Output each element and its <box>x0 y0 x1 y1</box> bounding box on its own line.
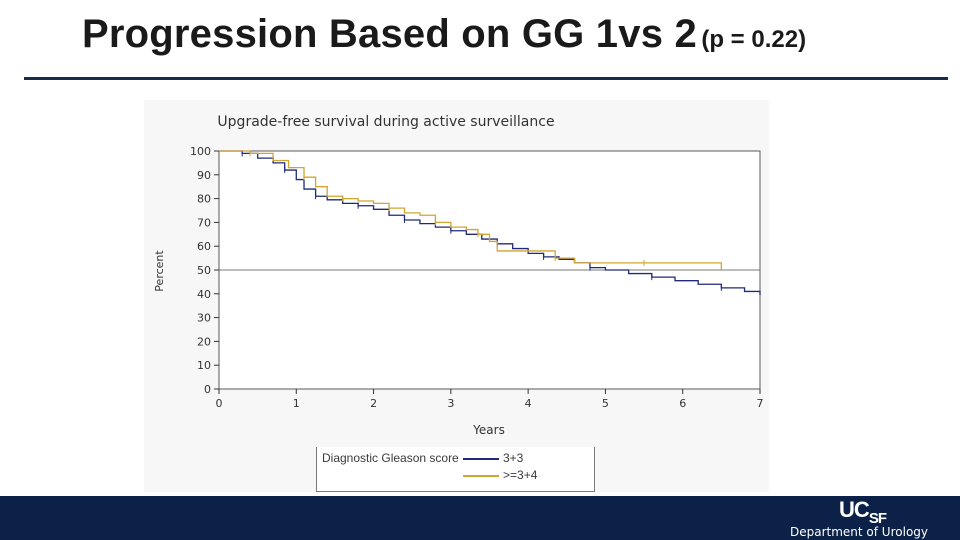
y-tick-label: 90 <box>197 169 211 182</box>
chart-title: Upgrade-free survival during active surv… <box>217 114 554 130</box>
series-line-3-4 <box>219 150 723 270</box>
chart-legend: Diagnostic Gleason score 3+3 >=3+4 <box>316 447 595 492</box>
x-tick-label: 3 <box>447 397 454 410</box>
footer-bar: UCSF Department of Urology <box>0 496 960 540</box>
legend-title: Diagnostic Gleason score <box>322 451 459 465</box>
title-divider <box>24 77 948 80</box>
x-tick-label: 0 <box>216 397 223 410</box>
y-tick-label: 50 <box>197 264 211 277</box>
x-tick-label: 5 <box>602 397 609 410</box>
survival-chart: Upgrade-free survival during active surv… <box>153 114 764 437</box>
y-tick-label: 40 <box>197 288 211 301</box>
y-tick-label: 30 <box>197 312 211 325</box>
legend-item-3-4: >=3+4 <box>463 468 538 482</box>
slide-title: Progression Based on GG 1vs 2 (p = 0.22) <box>82 12 806 57</box>
logo-text: UC <box>839 497 870 522</box>
department-label: Department of Urology <box>790 525 928 539</box>
y-tick-label: 100 <box>190 145 211 158</box>
slide-title-main: Progression Based on GG 1vs 2 <box>82 12 697 56</box>
y-axis-label: Percent <box>153 250 166 292</box>
x-tick-label: 1 <box>293 397 300 410</box>
ucsf-logo: UCSF <box>839 497 887 527</box>
legend-swatch-3-4 <box>463 475 499 477</box>
legend-label-3-3: 3+3 <box>503 451 524 465</box>
x-tick-label: 2 <box>370 397 377 410</box>
logo-text-suffix: SF <box>868 510 887 527</box>
x-axis-label: Years <box>472 423 505 437</box>
y-tick-label: 60 <box>197 240 211 253</box>
legend-label-3-4: >=3+4 <box>503 468 538 482</box>
x-tick-label: 7 <box>757 397 764 410</box>
y-tick-label: 10 <box>197 359 211 372</box>
y-tick-label: 80 <box>197 193 211 206</box>
x-tick-label: 6 <box>679 397 686 410</box>
legend-item-3-3: 3+3 <box>463 451 524 465</box>
x-tick-label: 4 <box>525 397 532 410</box>
y-tick-label: 20 <box>197 335 211 348</box>
slide-title-pvalue: (p = 0.22) <box>701 26 807 53</box>
legend-swatch-3-3 <box>463 458 499 460</box>
y-tick-label: 0 <box>204 383 211 396</box>
y-tick-label: 70 <box>197 216 211 229</box>
